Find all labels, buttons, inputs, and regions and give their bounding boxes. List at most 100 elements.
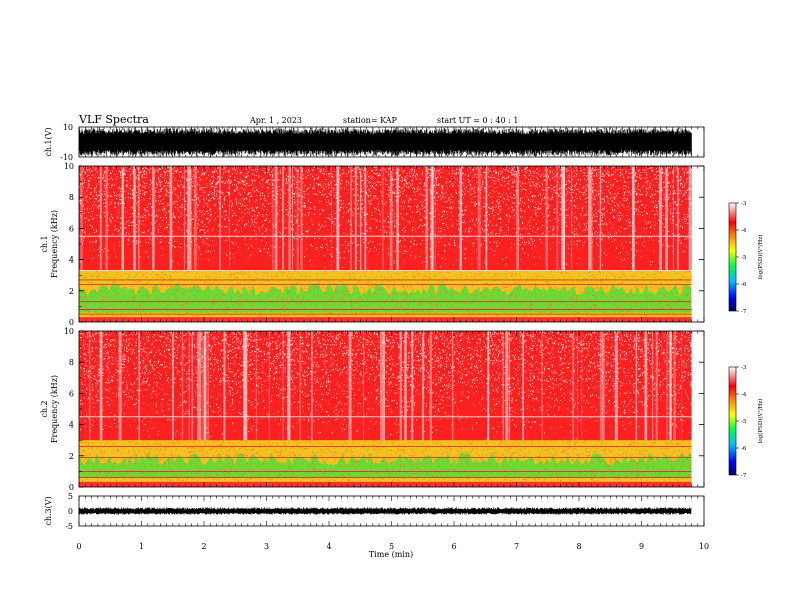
impulse-streak [360, 166, 362, 271]
impulse-streak [477, 166, 481, 271]
ch1-waveform-panel: 10 -10 ch.1(V) [44, 123, 705, 162]
impulse-streak [487, 331, 490, 441]
ch3-waveform-trace [78, 507, 692, 515]
xtick-label: 3 [264, 542, 269, 551]
ytick-label: 8 [69, 193, 74, 202]
impulse-streak [502, 331, 504, 441]
ytick-label: 6 [69, 389, 74, 398]
ch3-ytick-bottom: -5 [65, 522, 73, 531]
ch2-colorbar-ramp [728, 366, 737, 476]
ch1-waveform-ylabel: ch.1(V) [44, 127, 53, 156]
impulse-streak [187, 166, 190, 271]
impulse-streak [599, 166, 602, 271]
impulse-streak [389, 166, 393, 271]
impulse-streak [331, 166, 332, 271]
ch2-channel-label: ch.2 [40, 400, 49, 417]
ch1-waveform-line [78, 127, 692, 157]
impulse-streak [336, 166, 340, 271]
ch2-yticks: 0 2 4 6 8 10 [64, 327, 704, 492]
impulse-streak [336, 166, 339, 271]
impulse-streak [411, 331, 414, 441]
impulse-streak [245, 331, 248, 441]
impulse-streak [300, 166, 302, 271]
xtick-label: 4 [326, 542, 331, 551]
impulse-streak [556, 166, 559, 271]
impulse-streak [426, 166, 428, 271]
xtick-label: 9 [639, 542, 644, 551]
impulse-streak [354, 166, 357, 271]
impulse-streak [563, 166, 566, 271]
impulse-streak [561, 166, 564, 271]
time-axis: 0 1 2 3 4 5 6 7 8 9 10 [76, 127, 709, 551]
impulse-streak [363, 331, 364, 441]
impulse-streak [188, 166, 192, 271]
colorbar-tick-label: -7 [741, 473, 747, 479]
impulse-streak [655, 331, 658, 441]
impulse-streak [184, 166, 186, 271]
ch3-waveform-panel: 5 0 -5 ch.3(V) [44, 492, 705, 531]
impulse-streak [287, 331, 290, 441]
xtick-label: 7 [514, 542, 519, 551]
impulse-streak [118, 331, 122, 441]
impulse-streak [485, 166, 488, 271]
colorbar-tick-label: -3 [741, 365, 747, 371]
impulse-streak [301, 166, 303, 271]
impulse-streak [105, 166, 108, 271]
colorbar-tick-label: -5 [741, 419, 747, 425]
ytick-label: 2 [69, 452, 74, 461]
impulse-streak [635, 331, 638, 441]
impulse-streak [632, 166, 635, 271]
colorbar-tick-label: -6 [741, 282, 747, 288]
impulse-streak [121, 166, 124, 271]
impulse-streak [460, 166, 462, 271]
figure-title: VLF Spectra [78, 113, 149, 126]
ch3-ytick-middle: 0 [68, 507, 73, 516]
station-label: station= KAP [343, 116, 398, 125]
colorbar-tick-label: -4 [741, 228, 747, 234]
ch1-waveform-trace [78, 127, 692, 157]
impulse-streak [299, 331, 301, 441]
ch3-waveform-ylabel: ch.3(V) [44, 496, 53, 525]
ch2-spectrogram-panel: 0 2 4 6 8 10 ch.2 Frequency (kHz) -3 -4 -5 -6 -7 … [40, 327, 764, 492]
impulse-streak [348, 331, 352, 441]
impulse-streak [282, 331, 284, 441]
impulse-streak [207, 331, 209, 441]
impulse-streak [99, 166, 102, 271]
impulse-streak [152, 166, 155, 271]
ch3-ytick-top: 5 [68, 492, 73, 501]
ch1-yticks: 0 2 4 6 8 10 [64, 162, 704, 327]
impulse-streak [138, 166, 140, 271]
impulse-streak [545, 166, 548, 271]
ch1-spectrogram-panel: 0 2 4 6 8 10 ch.1 Frequency (kHz) -3 -4 -5 -6 -7 … [40, 162, 764, 327]
impulse-streak [505, 331, 508, 441]
impulse-streak [282, 166, 284, 271]
impulse-streak [589, 166, 593, 271]
xtick-label: 1 [139, 542, 144, 551]
xtick-label: 8 [576, 542, 581, 551]
ytick-label: 10 [64, 162, 74, 171]
colorbar-tick-label: -4 [741, 392, 747, 398]
impulse-streak [459, 166, 460, 271]
impulse-streak [665, 166, 668, 271]
xtick-label: 2 [201, 542, 206, 551]
impulse-streak [572, 331, 575, 441]
colorbar-tick-label: -7 [741, 309, 747, 315]
impulse-streak [404, 331, 407, 441]
xtick-label: 6 [451, 542, 456, 551]
ch1-frequency-ylabel: Frequency (kHz) [50, 210, 59, 278]
ch1-colorbar-label: log(PSD)(V²/Hz) [757, 235, 764, 280]
impulse-streak [434, 166, 436, 271]
impulse-streak [399, 331, 402, 441]
impulse-streak [396, 166, 399, 271]
impulse-streak [311, 331, 313, 441]
impulse-streak [172, 331, 174, 441]
impulse-streak [571, 166, 573, 271]
impulse-streak [243, 331, 247, 441]
impulse-streak [274, 166, 278, 271]
impulse-streak [194, 166, 197, 271]
impulse-streak [652, 331, 654, 441]
impulse-streak [522, 331, 524, 441]
impulse-streak [673, 331, 676, 441]
ytick-label: 0 [69, 318, 74, 327]
impulse-streak [670, 331, 671, 441]
